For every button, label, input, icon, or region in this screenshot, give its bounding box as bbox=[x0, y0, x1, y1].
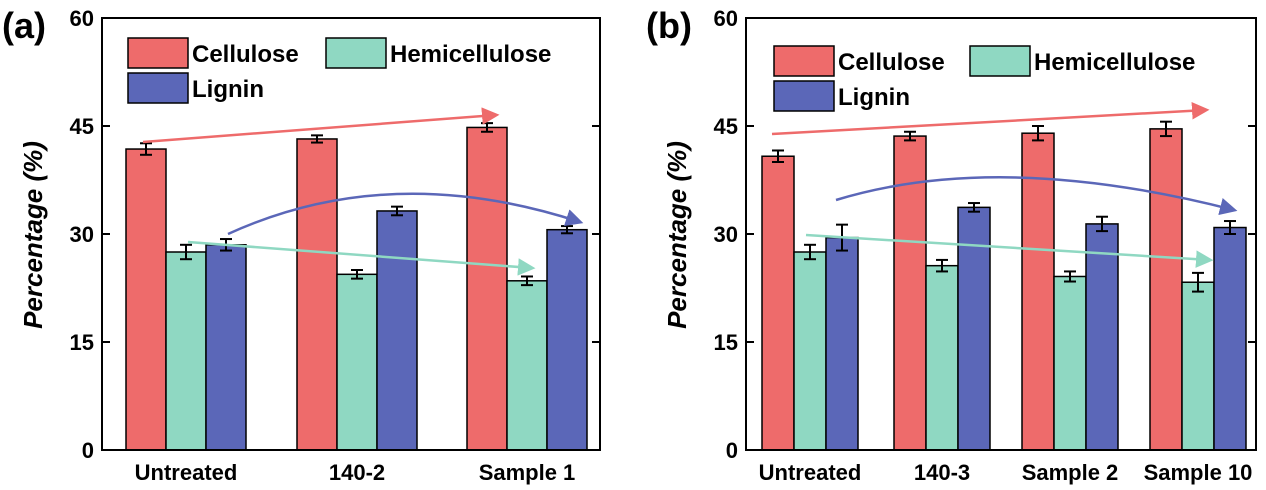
panel-a-y-tick-label: 60 bbox=[70, 6, 94, 31]
panel-b-bar-hemicellulose-sample-10 bbox=[1181, 281, 1215, 451]
panel-b-bar-cellulose-140-3 bbox=[893, 135, 927, 451]
panel-a-legend: Cellulose Hemicellulose Lignin bbox=[127, 37, 551, 104]
panel-a-bar-hemicellulose-sample-1 bbox=[506, 280, 548, 451]
panel-a-legend-swatch-cellulose bbox=[127, 37, 189, 69]
panel-b-bar-lignin-sample-10 bbox=[1213, 226, 1247, 451]
panel-a-category-labels: Untreated 140-2 Sample 1 bbox=[135, 460, 576, 485]
panel-b-category-label-sample-2: Sample 2 bbox=[1022, 460, 1119, 485]
panel-a-trend-arrows bbox=[142, 107, 584, 276]
panel-a-y-tick-label: 0 bbox=[82, 438, 94, 463]
panel-b: (b) Percentage (%) 0 15 30 45 60 Untreated 14… bbox=[646, 5, 1257, 485]
panel-a-label: (a) bbox=[2, 5, 46, 46]
panel-a-bar-cellulose-sample-1 bbox=[466, 126, 508, 451]
panel-b-legend-label-hemicellulose: Hemicellulose bbox=[1034, 49, 1195, 76]
panel-b-bar-cellulose-untreated bbox=[761, 155, 795, 451]
panel-b-y-tick-label: 0 bbox=[726, 438, 738, 463]
panel-b-bar-lignin-sample-2 bbox=[1085, 223, 1119, 451]
panel-a-category-label-140-2: 140-2 bbox=[329, 460, 385, 485]
panel-a-legend-label-cellulose: Cellulose bbox=[192, 41, 299, 68]
panel-b-bars bbox=[761, 128, 1247, 451]
panel-a: (a) Percentage (%) 0 15 30 45 60 Untreated 14… bbox=[2, 5, 601, 485]
panel-b-bar-lignin-untreated bbox=[825, 236, 859, 451]
panel-a-bar-lignin-sample-1 bbox=[546, 228, 588, 451]
panel-b-category-labels: Untreated 140-3 Sample 2 Sample 10 bbox=[759, 460, 1253, 485]
panel-b-bar-cellulose-sample-2 bbox=[1021, 132, 1055, 451]
panel-a-bar-hemicellulose-untreated bbox=[165, 251, 207, 451]
panel-a-plot-frame bbox=[101, 17, 601, 451]
panel-a-y-tick-label: 30 bbox=[70, 222, 94, 247]
panel-a-bar-cellulose-untreated bbox=[125, 148, 167, 451]
panel-b-legend-label-lignin: Lignin bbox=[838, 84, 910, 111]
panel-b-bar-hemicellulose-140-3 bbox=[925, 264, 959, 451]
panel-a-error-bars bbox=[140, 122, 573, 287]
panel-a-legend-label-hemicellulose: Hemicellulose bbox=[390, 41, 551, 68]
panel-b-plot-frame bbox=[745, 17, 1257, 451]
panel-a-y-axis-title: Percentage (%) bbox=[18, 141, 48, 329]
panel-a-lignin-trend-arrow bbox=[227, 192, 584, 236]
panel-b-y-tick-label: 60 bbox=[714, 6, 738, 31]
panel-a-legend-swatch-hemicellulose bbox=[325, 37, 387, 69]
panel-a-category-label-untreated: Untreated bbox=[135, 460, 238, 485]
panel-a-bar-cellulose-140-2 bbox=[296, 138, 338, 451]
panel-b-label: (b) bbox=[646, 5, 692, 46]
panel-b-y-tick-label: 45 bbox=[714, 114, 738, 139]
panel-b-error-bars bbox=[772, 120, 1236, 293]
panel-b-bar-cellulose-sample-10 bbox=[1149, 128, 1183, 451]
panel-b-legend-swatch-hemicellulose bbox=[969, 45, 1031, 77]
panel-a-category-label-sample-1: Sample 1 bbox=[479, 460, 576, 485]
panel-a-cellulose-trend-arrow bbox=[142, 107, 500, 144]
panel-a-bar-lignin-140-2 bbox=[376, 210, 418, 451]
panel-a-y-tick-label: 45 bbox=[70, 114, 94, 139]
panel-b-bar-lignin-140-3 bbox=[957, 206, 991, 451]
panel-b-cellulose-trend-arrow bbox=[771, 102, 1210, 136]
panel-a-bar-lignin-untreated bbox=[205, 244, 247, 451]
panel-b-y-tick-label: 15 bbox=[714, 330, 738, 355]
panel-b-hemicellulose-trend-arrow bbox=[805, 233, 1214, 268]
panel-b-y-axis-title: Percentage (%) bbox=[662, 141, 692, 329]
panel-b-bar-hemicellulose-untreated bbox=[793, 251, 827, 451]
panel-a-bar-hemicellulose-140-2 bbox=[336, 273, 378, 451]
panel-b-category-label-untreated: Untreated bbox=[759, 460, 862, 485]
panel-a-legend-swatch-lignin bbox=[127, 72, 189, 104]
panel-a-legend-label-lignin: Lignin bbox=[192, 76, 264, 103]
panel-b-y-tick-label: 30 bbox=[714, 222, 738, 247]
panel-a-bars bbox=[125, 126, 588, 451]
panel-a-hemicellulose-trend-arrow bbox=[187, 240, 536, 276]
panel-b-legend-swatch-lignin bbox=[773, 80, 835, 112]
panel-b-lignin-trend-arrow bbox=[835, 176, 1238, 216]
panel-b-category-label-sample-10: Sample 10 bbox=[1144, 460, 1253, 485]
panel-b-bar-hemicellulose-sample-2 bbox=[1053, 275, 1087, 451]
panel-b-category-label-140-3: 140-3 bbox=[914, 460, 970, 485]
panel-b-legend-label-cellulose: Cellulose bbox=[838, 49, 945, 76]
panel-b-legend-swatch-cellulose bbox=[773, 45, 835, 77]
panel-a-y-tick-label: 15 bbox=[70, 330, 94, 355]
panel-b-legend: Cellulose Hemicellulose Lignin bbox=[773, 45, 1195, 112]
panel-a-y-ticks: 0 15 30 45 60 bbox=[70, 6, 600, 463]
panel-b-trend-arrows bbox=[771, 102, 1238, 268]
